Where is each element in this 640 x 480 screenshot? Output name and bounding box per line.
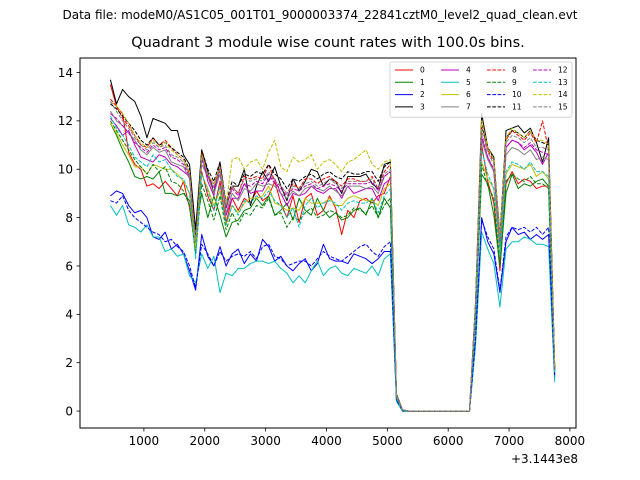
- series-line-3: [109, 79, 556, 412]
- y-tick-label: 2: [65, 356, 73, 370]
- legend-label-12: 12: [558, 66, 568, 75]
- chart-title: Quadrant 3 module wise count rates with …: [131, 35, 525, 51]
- legend-label-14: 14: [558, 90, 568, 99]
- series-line-15: [110, 101, 556, 412]
- legend-label-8: 8: [512, 66, 517, 75]
- y-tick-label: 8: [65, 211, 73, 225]
- series-line-13: [109, 115, 556, 412]
- y-tick-label: 4: [65, 308, 73, 322]
- legend-label-10: 10: [512, 90, 522, 99]
- legend-box: [389, 61, 573, 118]
- legend-label-9: 9: [512, 78, 517, 87]
- series-line-8: [110, 98, 556, 412]
- legend-label-11: 11: [512, 103, 522, 112]
- y-tick-label: 6: [65, 259, 73, 273]
- y-tick-label: 12: [58, 114, 73, 128]
- legend-label-6: 6: [466, 90, 471, 99]
- x-axis: 1000 2000 3000 4000 5000 6000 7000 8000: [129, 428, 586, 448]
- legend-label-5: 5: [466, 78, 471, 87]
- series-line-12: [110, 113, 556, 412]
- series-layer: [109, 79, 556, 412]
- chart-suptitle: Data file: modeM0/AS1C05_001T01_90000033…: [62, 8, 578, 22]
- x-tick-label: 6000: [433, 434, 464, 448]
- legend-label-1: 1: [420, 78, 425, 87]
- x-tick-label: 4000: [311, 434, 342, 448]
- legend-label-7: 7: [466, 103, 471, 112]
- y-tick-label: 0: [65, 404, 73, 418]
- series-line-7: [110, 110, 556, 412]
- x-tick-label: 5000: [372, 434, 403, 448]
- x-tick-label: 8000: [555, 434, 586, 448]
- legend-label-3: 3: [420, 103, 425, 112]
- series-line-5: [110, 205, 556, 412]
- y-tick-label: 14: [58, 66, 73, 80]
- y-axis: 0 2 4 6 8 10 12 14: [58, 66, 80, 418]
- x-tick-label: 7000: [494, 434, 525, 448]
- legend-label-0: 0: [420, 66, 425, 75]
- x-tick-label: 3000: [250, 434, 281, 448]
- x-tick-label: 1000: [129, 434, 160, 448]
- legend-label-4: 4: [466, 66, 471, 75]
- x-offset-label: +3.1443e8: [510, 452, 578, 466]
- series-line-11: [110, 103, 556, 412]
- series-line-10: [110, 195, 556, 412]
- series-line-0: [109, 84, 556, 412]
- series-line-2: [110, 190, 556, 412]
- y-tick-label: 10: [58, 163, 73, 177]
- legend-label-13: 13: [558, 78, 568, 87]
- axes-frame: [79, 57, 577, 429]
- legend-label-2: 2: [420, 90, 425, 99]
- x-tick-label: 2000: [189, 434, 220, 448]
- legend-label-15: 15: [558, 103, 568, 112]
